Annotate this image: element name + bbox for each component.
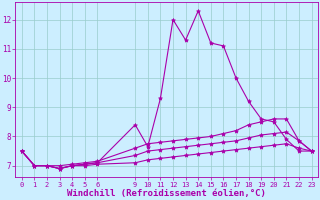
X-axis label: Windchill (Refroidissement éolien,°C): Windchill (Refroidissement éolien,°C) [67, 189, 266, 198]
